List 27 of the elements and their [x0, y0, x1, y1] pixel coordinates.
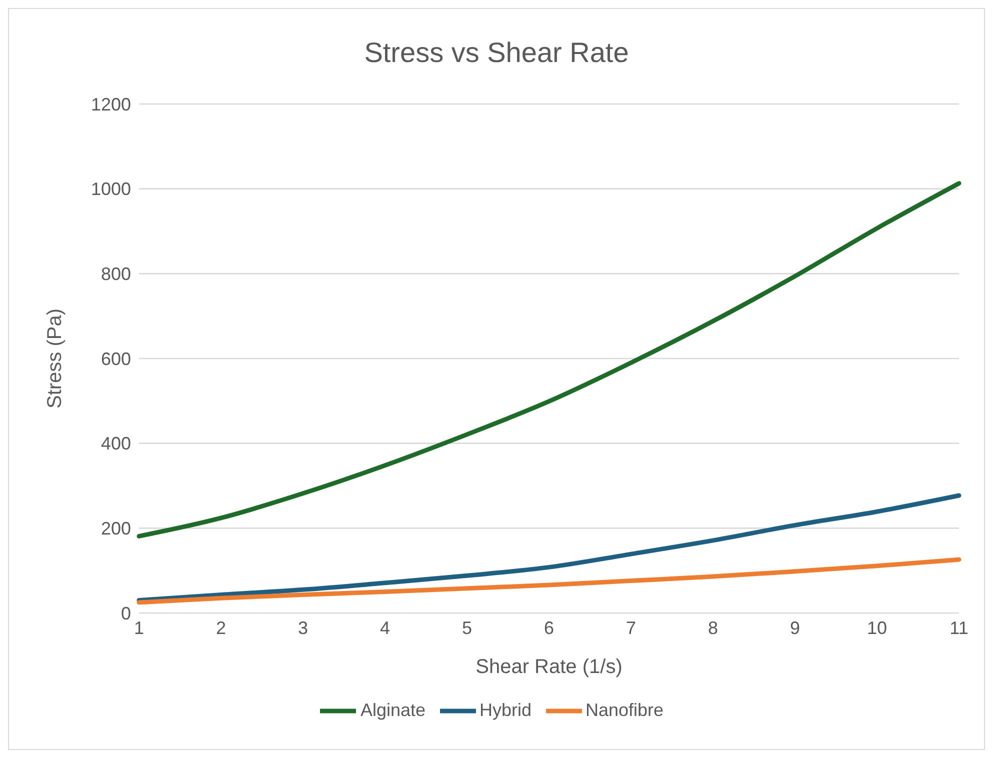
- y-tick-label: 200: [100, 518, 131, 539]
- x-tick-label: 11: [950, 618, 968, 638]
- x-tick-label: 4: [380, 618, 390, 638]
- x-tick-label: 9: [790, 618, 800, 638]
- legend-label: Nanofibre: [586, 700, 664, 720]
- legend-label: Alginate: [360, 700, 426, 720]
- x-tick-label: 10: [866, 618, 888, 638]
- y-tick-label: 800: [100, 264, 131, 284]
- x-tick-label: 2: [216, 618, 226, 638]
- x-tick-label: 3: [298, 618, 308, 638]
- x-axis-title: Shear Rate (1/s): [476, 656, 622, 678]
- y-tick-label: 1000: [90, 179, 131, 200]
- x-tick-label: 5: [462, 618, 472, 638]
- y-tick-label: 1200: [90, 94, 131, 114]
- x-tick-label: 7: [626, 618, 636, 638]
- y-axis-title: Stress (Pa): [44, 308, 66, 408]
- legend-label: Hybrid: [480, 700, 532, 720]
- x-tick-label: 8: [708, 618, 718, 638]
- line-series: [136, 181, 962, 538]
- y-tick-label: 400: [100, 434, 131, 454]
- x-tick-label: 6: [544, 618, 554, 638]
- line-series: [136, 493, 962, 603]
- y-tick-label: 0: [120, 603, 131, 624]
- x-tick-label: 1: [134, 618, 144, 638]
- line-series: [136, 557, 962, 605]
- y-tick-label: 600: [100, 348, 131, 369]
- chart-title: Stress vs Shear Rate: [363, 37, 630, 69]
